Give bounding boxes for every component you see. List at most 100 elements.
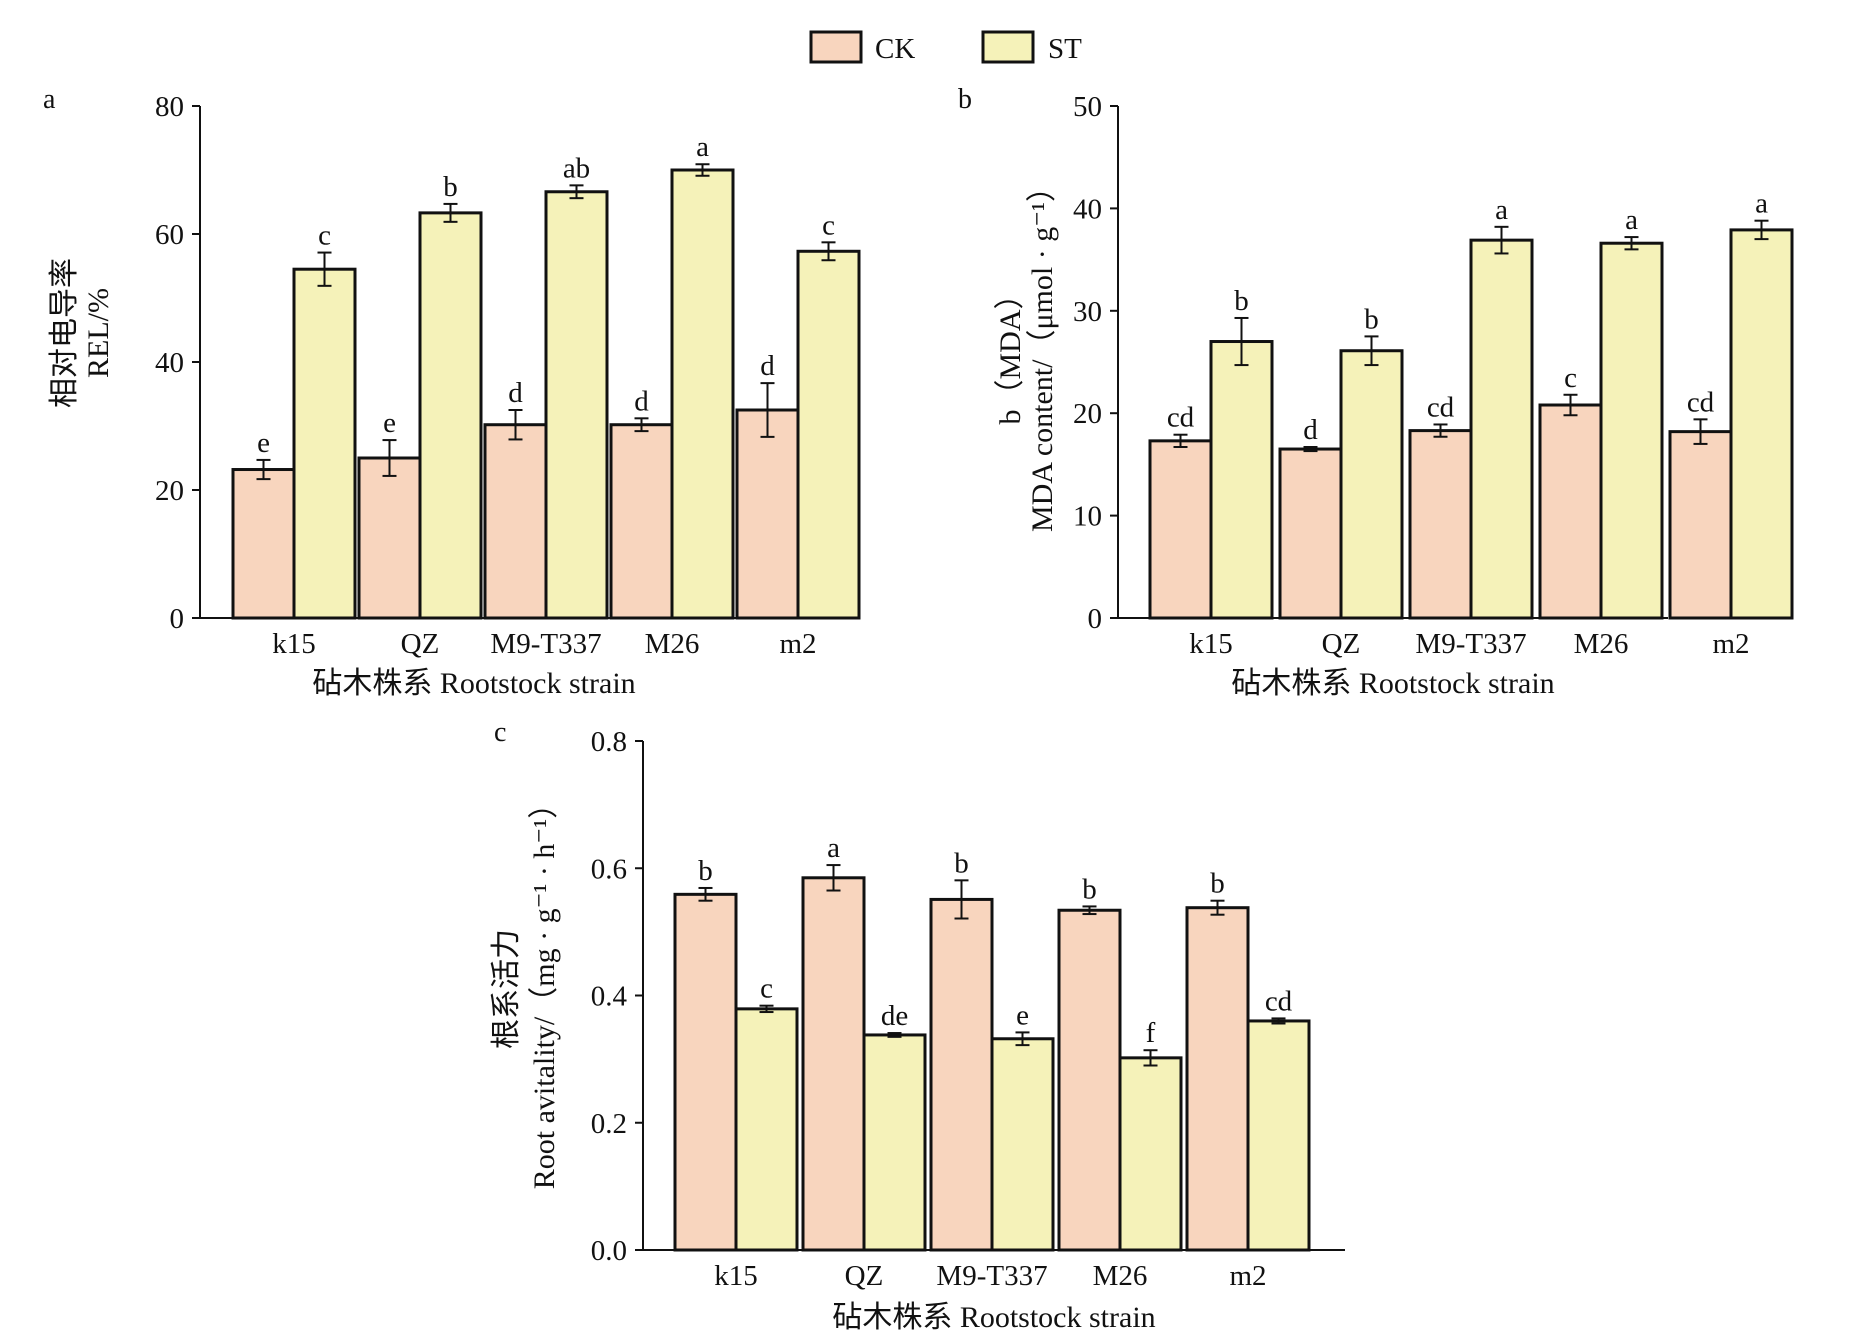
y-tick-label: 60 (155, 219, 184, 251)
x-tick-label: m2 (779, 628, 816, 660)
panel-c: c 0.0 0.2 0.4 0.6 0.8 b c k15 a de QZ b e M9-T337 b f M26… (490, 717, 1345, 1334)
significance-letter: b (1210, 868, 1225, 900)
bar-ck-m2 (1668, 430, 1733, 620)
x-tick-label: k15 (714, 1260, 758, 1292)
significance-letter: a (696, 131, 709, 163)
x-tick-label: M26 (1574, 628, 1629, 660)
bar-ck-m9-t337 (929, 897, 994, 1252)
significance-letter: c (760, 973, 773, 1005)
y-tick-label: 20 (1073, 398, 1102, 430)
y-tick-label: 0.8 (591, 726, 627, 758)
x-axis-label: 砧木株系 Rootstock strain (1231, 667, 1554, 700)
y-tick-label: 40 (1073, 193, 1102, 225)
bar-st-k15 (1209, 340, 1274, 620)
significance-letter: cd (1427, 391, 1455, 423)
x-tick-label: M26 (645, 628, 700, 660)
x-axis-label: 砧木株系 Rootstock strain (312, 667, 635, 700)
significance-letter: b (954, 847, 969, 879)
x-tick-label: k15 (272, 628, 316, 660)
significance-letter: de (881, 1000, 908, 1032)
panel-letter: c (494, 717, 506, 748)
significance-letter: e (383, 407, 396, 439)
legend-swatch-st (981, 30, 1035, 64)
x-tick-label: QZ (401, 628, 440, 660)
bar-st-m2 (1246, 1019, 1311, 1252)
significance-letter: b (443, 171, 458, 203)
y-tick-label: 80 (155, 91, 184, 123)
bar-ck-k15 (231, 468, 296, 620)
y-tick-label: 0.0 (591, 1235, 627, 1267)
significance-letter: cd (1167, 402, 1195, 434)
panel-b: b 0 10 20 30 40 50 cd b k15 d b QZ cd a M9-T337 c a M26 cd a… (958, 84, 1794, 700)
bar-st-qz (1339, 349, 1404, 620)
y-axis-label: 相对电导率 (48, 258, 81, 408)
bar-st-k15 (734, 1007, 799, 1252)
bar-st-m26 (1118, 1056, 1183, 1252)
x-tick-label: m2 (1229, 1260, 1266, 1292)
x-axis-label: 砧木株系 Rootstock strain (832, 1301, 1155, 1334)
bar-st-qz (418, 211, 483, 620)
significance-letter: c (822, 209, 835, 241)
panel-letter: b (958, 84, 972, 115)
bar-st-m2 (796, 249, 861, 620)
x-tick-label: M9-T337 (490, 628, 601, 660)
bar-st-m26 (670, 168, 735, 620)
y-tick-label: 0 (170, 603, 185, 635)
y-axis-label: Root avitality/（mg · g⁻¹ · h⁻¹） (528, 789, 561, 1189)
bar-st-m9-t337 (990, 1037, 1055, 1252)
x-tick-label: m2 (1712, 628, 1749, 660)
x-tick-label: k15 (1189, 628, 1233, 660)
significance-letter: a (1625, 204, 1638, 236)
legend-label-ck: CK (875, 33, 915, 65)
x-tick-label: M26 (1093, 1260, 1148, 1292)
significance-letter: cd (1265, 985, 1293, 1017)
significance-letter: f (1146, 1017, 1156, 1049)
y-tick-label: 0.4 (591, 981, 628, 1013)
y-axis-label: REL/% (82, 288, 115, 378)
significance-letter: a (1495, 194, 1508, 226)
significance-letter: a (827, 832, 840, 864)
significance-letter: a (1755, 188, 1768, 220)
x-tick-label: M9-T337 (1415, 628, 1526, 660)
bar-st-m2 (1729, 228, 1794, 620)
bar-st-m9-t337 (1469, 238, 1534, 620)
x-tick-label: M9-T337 (936, 1260, 1047, 1292)
y-tick-label: 0.2 (591, 1108, 627, 1140)
significance-letter: c (318, 220, 331, 252)
bar-ck-k15 (673, 892, 738, 1252)
significance-letter: b (1364, 303, 1379, 335)
panel-letter: a (43, 84, 56, 115)
bar-ck-m2 (1185, 906, 1250, 1252)
y-axis-label: b（MDA） (994, 279, 1027, 424)
significance-letter: b (1234, 285, 1249, 317)
significance-letter: e (1016, 999, 1029, 1031)
bar-ck-m26 (1057, 908, 1122, 1252)
y-tick-label: 40 (155, 347, 184, 379)
significance-letter: d (634, 385, 649, 417)
y-tick-label: 10 (1073, 501, 1102, 533)
significance-letter: d (760, 350, 775, 382)
y-tick-label: 0 (1088, 603, 1103, 635)
bar-ck-k15 (1148, 439, 1213, 620)
bar-ck-m26 (1538, 403, 1603, 620)
y-tick-label: 0.6 (591, 853, 627, 885)
bar-st-k15 (292, 267, 357, 620)
x-tick-label: QZ (1322, 628, 1361, 660)
y-tick-label: 30 (1073, 296, 1102, 328)
y-axis-label: 根系活力 (490, 929, 523, 1049)
legend: CK ST (809, 30, 1082, 65)
bar-st-m9-t337 (544, 190, 609, 620)
bar-ck-m9-t337 (483, 423, 548, 620)
significance-letter: c (1564, 362, 1577, 394)
significance-letter: d (508, 377, 523, 409)
bar-ck-m26 (609, 423, 674, 620)
bar-ck-qz (1278, 447, 1343, 620)
significance-letter: d (1303, 414, 1318, 446)
bar-ck-m2 (735, 408, 800, 620)
bar-st-m26 (1599, 241, 1664, 620)
bar-ck-m9-t337 (1408, 429, 1473, 620)
significance-letter: ab (563, 152, 590, 184)
y-tick-label: 20 (155, 475, 184, 507)
bar-st-qz (862, 1033, 927, 1252)
